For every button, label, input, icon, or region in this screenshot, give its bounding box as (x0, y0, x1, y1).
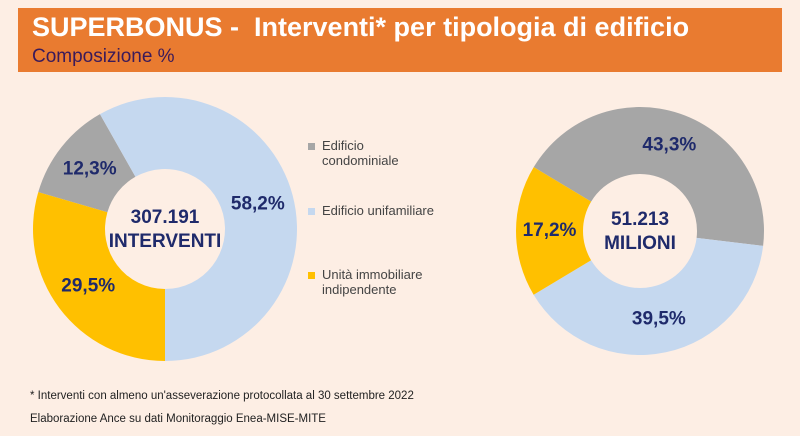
donut-slice (533, 237, 764, 355)
legend-entry: Edificio unifamiliare (308, 203, 492, 218)
center-label: INTERVENTI (109, 231, 222, 252)
legend-entry: Unità immobiliare indipendente (308, 267, 492, 297)
legend-swatch (308, 272, 315, 279)
donut-slice (32, 192, 165, 361)
title: SUPERBONUS - Interventi* per tipologia d… (32, 12, 690, 42)
center-label: 307.191 (131, 207, 200, 228)
legend-label: Edificio unifamiliare (322, 203, 434, 218)
value-label: 39,5% (632, 309, 686, 330)
legend-label: Edificio condominiale (322, 138, 399, 168)
value-label: 43,3% (642, 134, 696, 155)
center-label: MILIONI (604, 233, 676, 254)
donut-slice (533, 107, 764, 246)
legend-swatch (308, 143, 315, 150)
legend-swatch (308, 208, 315, 215)
legend-entry: Edificio condominiale (308, 138, 492, 168)
donut-slice (516, 167, 592, 295)
footnote: * Interventi con almeno un'asseverazione… (30, 390, 414, 402)
value-label: 29,5% (61, 276, 115, 297)
footnote: Elaborazione Ance su dati Monitoraggio E… (30, 413, 326, 425)
donut-slice (38, 114, 136, 213)
legend-label: Unità immobiliare indipendente (322, 267, 423, 297)
donut-slice (99, 97, 298, 362)
header: SUPERBONUS - Interventi* per tipologia d… (18, 8, 782, 72)
value-label: 12,3% (63, 158, 117, 179)
value-label: 58,2% (231, 194, 285, 215)
center-label: 51.213 (611, 209, 669, 230)
value-label: 17,2% (523, 220, 577, 241)
subtitle: Composizione % (32, 46, 175, 67)
